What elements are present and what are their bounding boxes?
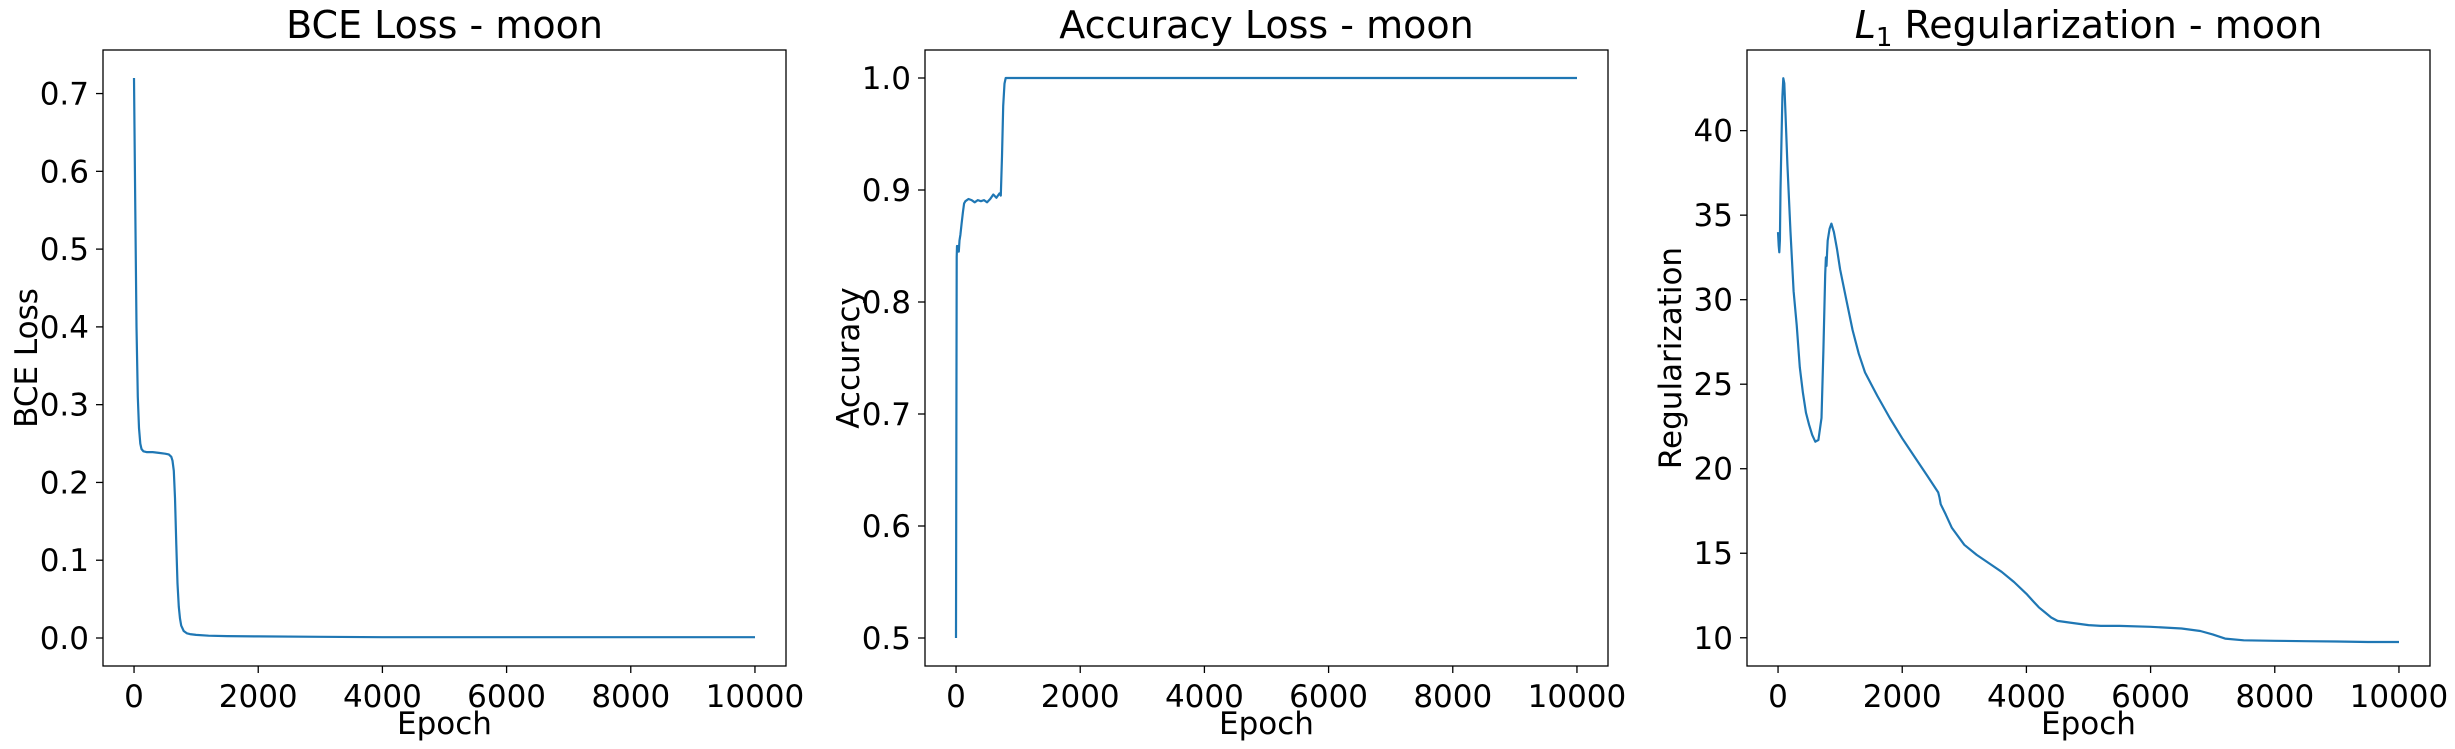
chart-title: Accuracy Loss - moon: [1059, 3, 1473, 47]
y-tick-label: 0.7: [862, 397, 911, 433]
x-tick-label: 6000: [1289, 679, 1368, 715]
x-tick-label: 8000: [2235, 679, 2314, 715]
y-axis-label: BCE Loss: [9, 288, 45, 428]
title-symbol: L: [1855, 3, 1876, 47]
y-tick-label: 0.4: [40, 310, 89, 346]
x-tick-label: 6000: [2111, 679, 2190, 715]
x-tick-label: 4000: [1165, 679, 1244, 715]
axes-frame: [1746, 49, 2431, 667]
x-tick-label: 6000: [467, 679, 546, 715]
title-subscript: 1: [1876, 23, 1893, 53]
y-tick-label: 0.5: [40, 232, 89, 268]
y-axis-label: Regularization: [1653, 247, 1689, 469]
x-tick-label: 10000: [2350, 679, 2449, 715]
x-tick-label: 0: [1768, 679, 1788, 715]
x-tick-label: 2000: [1863, 679, 1942, 715]
y-tick-label: 35: [1694, 198, 1733, 234]
x-tick-label: 10000: [706, 679, 805, 715]
x-axis-label: Epoch: [397, 706, 492, 742]
y-tick-label: 0.6: [862, 509, 911, 545]
x-tick-label: 2000: [1041, 679, 1120, 715]
y-tick-label: 0.8: [862, 285, 911, 321]
y-tick-label: 1.0: [862, 61, 911, 97]
x-tick-label: 4000: [1987, 679, 2066, 715]
y-tick-label: 30: [1694, 283, 1733, 319]
series-line-1: [954, 76, 1577, 639]
bce-loss-plot: 0 2000 4000 6000 8000 10000 0.0 0.1 0.2 0.3 0.4 0.5…: [9, 3, 804, 742]
y-tick-label: 0.3: [40, 388, 89, 424]
x-tick-label: 10000: [1528, 679, 1627, 715]
y-tick-label: 0.1: [40, 543, 89, 579]
y-tick-label: 0.6: [40, 154, 89, 190]
x-tick-label: 8000: [1413, 679, 1492, 715]
regularization-plot: 0 2000 4000 6000 8000 10000 10 15 20 25 30 35 40 Epoc…: [1653, 3, 2448, 742]
accuracy-plot: 0 2000 4000 6000 8000 10000 0.5 0.6 0.7 0.8 0.9 1.0…: [831, 3, 1626, 742]
chart-title: BCE Loss - moon: [286, 3, 603, 47]
chart-title: L1 Regularization - moon: [1855, 3, 2323, 53]
y-tick-label: 10: [1694, 621, 1733, 657]
y-tick-label: 40: [1694, 114, 1733, 150]
y-axis-label: Accuracy: [831, 287, 867, 429]
x-tick-label: 2000: [219, 679, 298, 715]
y-tick-label: 0.9: [862, 173, 911, 209]
series-line-1: [132, 77, 755, 639]
x-axis-label: Epoch: [1219, 706, 1314, 742]
title-text: Regularization - moon: [1892, 3, 2322, 47]
x-tick-label: 0: [124, 679, 144, 715]
axes-frame: [924, 49, 1609, 667]
y-tick-label: 0.7: [40, 77, 89, 113]
series-line-1: [1776, 77, 2399, 644]
x-tick-label: 0: [946, 679, 966, 715]
y-tick-label: 15: [1694, 536, 1733, 572]
x-tick-label: 8000: [591, 679, 670, 715]
y-tick-label: 25: [1694, 367, 1733, 403]
y-tick-label: 0.0: [40, 621, 89, 657]
x-axis-label: Epoch: [2041, 706, 2136, 742]
y-tick-label: 0.2: [40, 465, 89, 501]
y-tick-label: 20: [1694, 452, 1733, 488]
y-tick-label: 0.5: [862, 621, 911, 657]
axes-frame: [102, 49, 787, 667]
x-tick-label: 4000: [343, 679, 422, 715]
